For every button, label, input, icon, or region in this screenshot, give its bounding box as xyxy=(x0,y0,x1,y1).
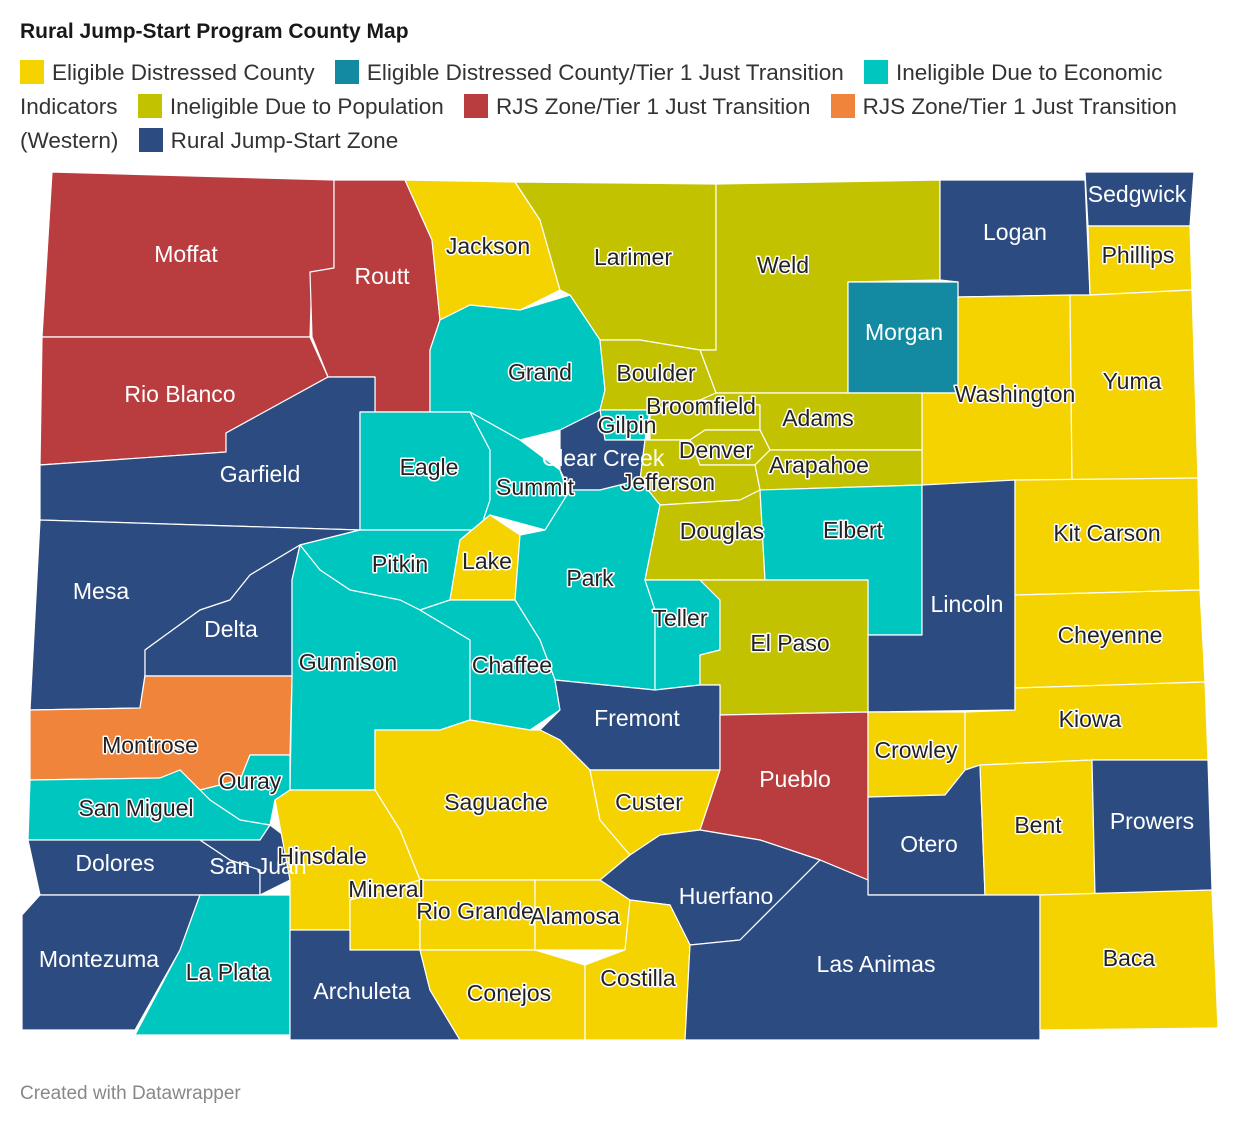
county-label-kiowa: Kiowa xyxy=(1059,706,1122,732)
legend-item-eligible-distressed: Eligible Distressed County xyxy=(20,60,315,85)
county-label-riogrande: Rio Grande xyxy=(416,898,534,924)
county-label-baca: Baca xyxy=(1103,945,1156,971)
county-map: Moffat Routt Jackson Larimer Weld Logan … xyxy=(21,171,1219,1040)
county-label-sanjuan: San Juan xyxy=(209,853,306,879)
county-label-summit: Summit xyxy=(496,474,575,500)
legend-label: Ineligible Due to Population xyxy=(169,94,444,119)
county-label-montezuma: Montezuma xyxy=(39,946,159,972)
county-costilla[interactable] xyxy=(584,899,691,1040)
county-label-prowers: Prowers xyxy=(1110,808,1194,834)
county-baca[interactable] xyxy=(1039,889,1219,1031)
legend-label: RJS Zone/Tier 1 Just Transition (Western… xyxy=(20,94,1177,153)
legend-item-ineligible-population: Ineligible Due to Population xyxy=(137,94,444,119)
county-label-costilla: Costilla xyxy=(600,965,676,991)
county-label-jefferson: Jefferson xyxy=(621,469,715,495)
county-label-pueblo: Pueblo xyxy=(759,766,831,792)
legend-label: Eligible Distressed County xyxy=(52,60,315,85)
county-label-jackson: Jackson xyxy=(446,233,530,259)
legend-item-ineligible-economic: Ineligible Due to Economic Indicators xyxy=(20,60,1162,119)
county-label-custer: Custer xyxy=(615,789,683,815)
legend-swatch xyxy=(138,128,163,152)
county-label-clearcreek: Clear Creek xyxy=(542,445,665,471)
county-label-alamosa: Alamosa xyxy=(530,903,620,929)
legend-swatch xyxy=(137,94,162,118)
county-label-washington: Washington xyxy=(955,381,1076,407)
county-label-gunnison: Gunnison xyxy=(299,649,397,675)
county-label-yuma: Yuma xyxy=(1103,368,1162,394)
county-label-eagle: Eagle xyxy=(400,454,459,480)
county-label-saguache: Saguache xyxy=(444,789,548,815)
legend-item-rjs-tier1: RJS Zone/Tier 1 Just Transition xyxy=(464,94,810,119)
county-label-dolores: Dolores xyxy=(75,850,154,876)
county-label-kitcarson: Kit Carson xyxy=(1053,520,1160,546)
county-label-elpaso: El Paso xyxy=(750,630,829,656)
county-label-crowley: Crowley xyxy=(874,737,958,763)
county-yuma[interactable] xyxy=(1069,289,1199,481)
footer-credit: Created with Datawrapper xyxy=(20,1083,241,1104)
county-label-cheyenne: Cheyenne xyxy=(1058,622,1163,648)
county-label-pitkin: Pitkin xyxy=(372,551,428,577)
county-label-logan: Logan xyxy=(983,219,1047,245)
county-label-hinsdale: Hinsdale xyxy=(277,843,367,869)
county-label-park: Park xyxy=(566,565,614,591)
county-label-routt: Routt xyxy=(355,263,411,289)
legend-swatch xyxy=(864,60,889,84)
county-label-boulder: Boulder xyxy=(616,360,696,386)
county-label-laplata: La Plata xyxy=(186,959,271,985)
county-label-mesa: Mesa xyxy=(73,578,129,604)
county-label-delta: Delta xyxy=(204,616,258,642)
county-label-arapahoe: Arapahoe xyxy=(769,452,869,478)
county-label-broomfield: Broomfield xyxy=(646,393,756,419)
county-label-grand: Grand xyxy=(508,359,572,385)
county-label-montrose: Montrose xyxy=(102,732,198,758)
county-montezuma[interactable] xyxy=(21,894,201,1031)
legend-item-eligible-distressed-tier1: Eligible Distressed County/Tier 1 Just T… xyxy=(334,60,844,85)
legend-item-rjs-tier1-western: RJS Zone/Tier 1 Just Transition (Western… xyxy=(20,94,1177,153)
county-label-sedgwick: Sedgwick xyxy=(1088,181,1187,207)
county-label-adams: Adams xyxy=(782,405,854,431)
county-label-chaffee: Chaffee xyxy=(472,652,552,678)
legend-label: Ineligible Due to Economic Indicators xyxy=(20,60,1163,119)
county-lasanimas[interactable] xyxy=(684,859,1041,1040)
county-label-otero: Otero xyxy=(900,831,958,857)
county-label-lincoln: Lincoln xyxy=(931,591,1004,617)
county-label-mineral: Mineral xyxy=(348,876,423,902)
county-label-moffat: Moffat xyxy=(154,241,218,267)
county-label-douglas: Douglas xyxy=(680,518,764,544)
county-label-lake: Lake xyxy=(462,548,512,574)
county-label-lasanimas: Las Animas xyxy=(817,951,936,977)
county-label-morgan: Morgan xyxy=(865,319,943,345)
county-label-elbert: Elbert xyxy=(823,517,884,543)
county-label-denver: Denver xyxy=(679,437,753,463)
county-label-rioblanco: Rio Blanco xyxy=(124,381,235,407)
legend-label: Rural Jump-Start Zone xyxy=(170,128,399,153)
legend-label: RJS Zone/Tier 1 Just Transition xyxy=(496,94,811,119)
county-label-fremont: Fremont xyxy=(594,705,680,731)
county-label-larimer: Larimer xyxy=(594,244,672,270)
county-laplata[interactable] xyxy=(134,894,291,1036)
county-label-phillips: Phillips xyxy=(1102,242,1175,268)
county-label-teller: Teller xyxy=(653,605,708,631)
legend-swatch xyxy=(20,60,44,84)
county-conejos[interactable] xyxy=(419,949,586,1040)
legend-swatch xyxy=(464,94,489,118)
legend-swatch xyxy=(830,94,855,118)
map-title: Rural Jump-Start Program County Map xyxy=(20,20,409,43)
county-label-bent: Bent xyxy=(1014,812,1062,838)
county-label-huerfano: Huerfano xyxy=(679,883,774,909)
county-label-archuleta: Archuleta xyxy=(313,978,410,1004)
legend-swatch xyxy=(334,60,359,84)
county-label-ouray: Ouray xyxy=(219,768,282,794)
county-label-weld: Weld xyxy=(757,252,809,278)
county-summit[interactable] xyxy=(469,411,571,531)
legend-item-rural-jump-start: Rural Jump-Start Zone xyxy=(138,128,399,153)
legend-label: Eligible Distressed County/Tier 1 Just T… xyxy=(366,60,844,85)
county-label-garfield: Garfield xyxy=(220,461,301,487)
county-label-conejos: Conejos xyxy=(467,980,551,1006)
county-label-sanmiguel: San Miguel xyxy=(78,795,193,821)
county-label-gilpin: Gilpin xyxy=(598,412,657,438)
legend: Eligible Distressed County Eligible Dist… xyxy=(20,56,1225,158)
